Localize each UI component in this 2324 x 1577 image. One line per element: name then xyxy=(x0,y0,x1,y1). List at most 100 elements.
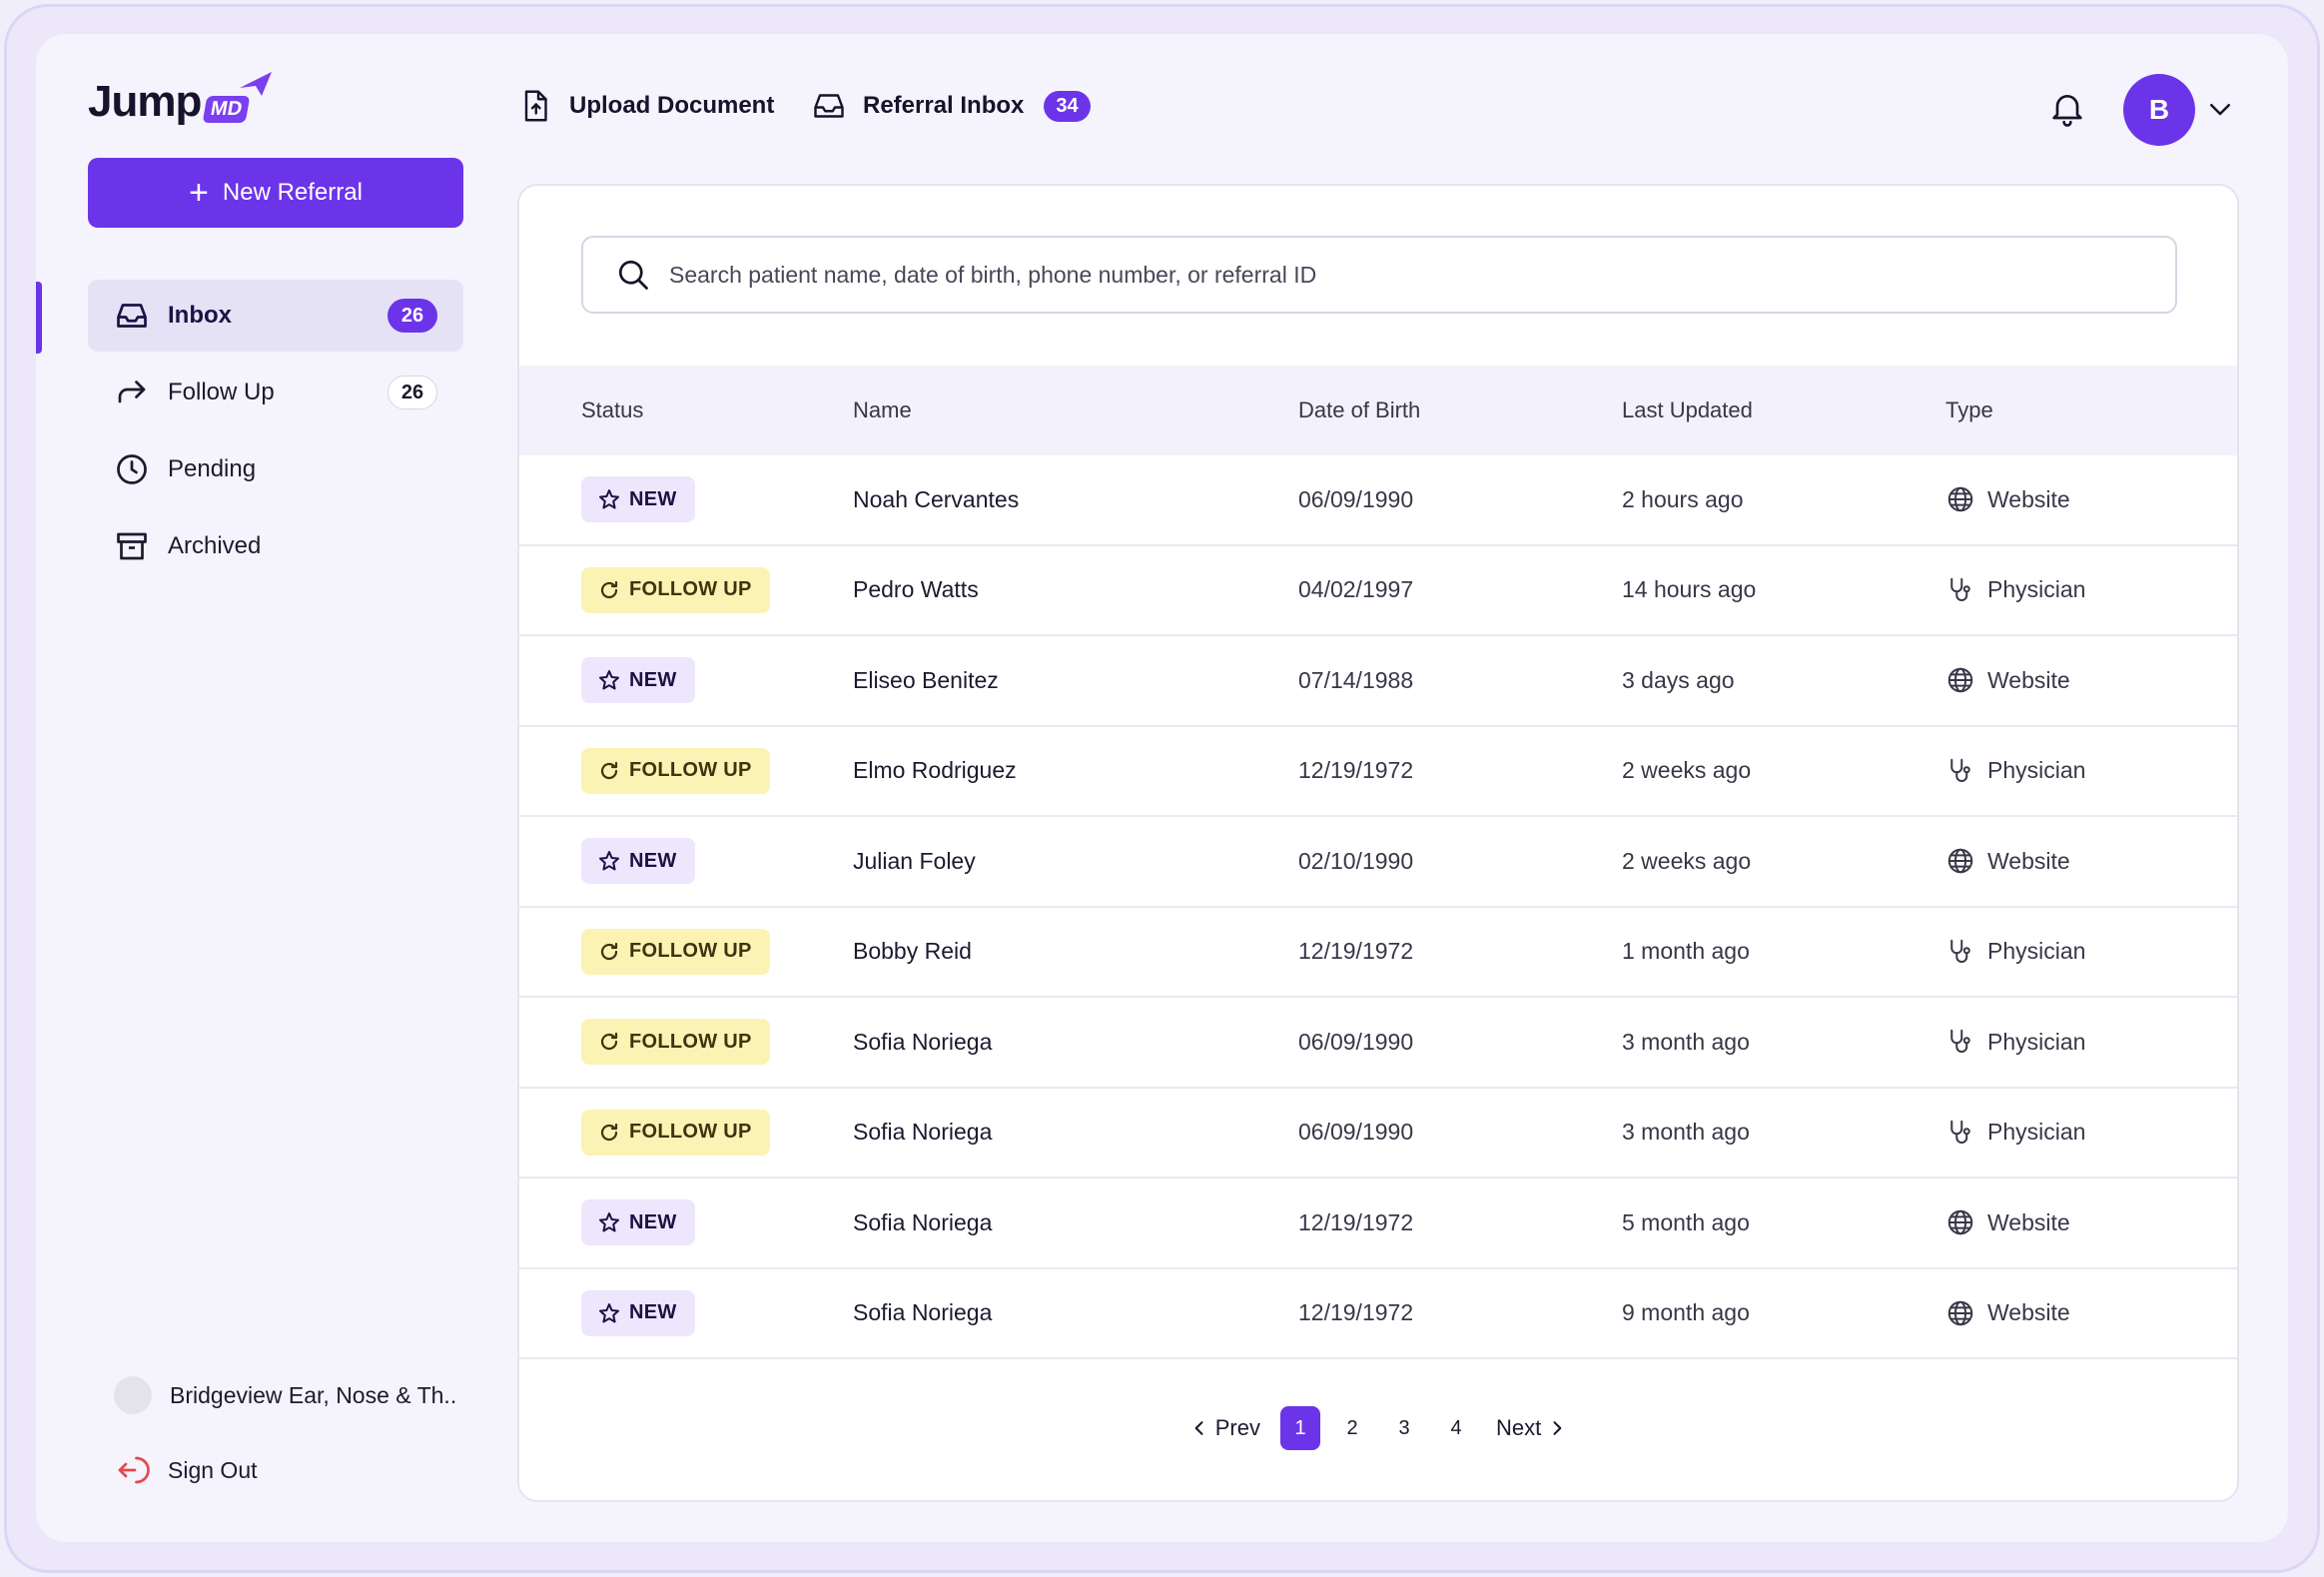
refresh-icon xyxy=(600,942,618,960)
referral-type-label: Website xyxy=(1987,1208,2070,1235)
status-label: NEW xyxy=(629,849,677,872)
date-of-birth: 12/19/1972 xyxy=(1298,757,1414,784)
sign-out-button[interactable]: Sign Out xyxy=(114,1452,258,1488)
refresh-icon xyxy=(600,1123,618,1141)
status-badge: NEW xyxy=(581,1199,695,1246)
star-icon xyxy=(599,1212,619,1232)
referral-inbox-link[interactable]: Referral Inbox 34 xyxy=(811,88,1091,124)
status-badge: FOLLOW UP xyxy=(581,747,770,794)
organization-switcher[interactable]: Bridgeview Ear, Nose & Th.. xyxy=(114,1376,456,1414)
status-label: FOLLOW UP xyxy=(629,1030,752,1053)
sidebar-item-follow-up[interactable]: Follow Up 26 xyxy=(88,357,463,428)
stethoscope-icon xyxy=(1950,577,1970,601)
date-of-birth: 12/19/1972 xyxy=(1298,938,1414,965)
prev-label: Prev xyxy=(1214,1415,1260,1440)
status-label: NEW xyxy=(629,487,677,510)
search-bar[interactable] xyxy=(581,236,2177,314)
upload-document-link[interactable]: Upload Document xyxy=(517,88,774,124)
stethoscope-icon xyxy=(1950,1120,1970,1144)
column-header-last-updated[interactable]: Last Updated xyxy=(1622,397,1753,422)
bell-icon[interactable] xyxy=(2047,86,2087,130)
search-input[interactable] xyxy=(669,261,2175,289)
status-label: NEW xyxy=(629,668,677,691)
refresh-icon xyxy=(600,580,618,598)
status-badge: NEW xyxy=(581,476,695,523)
column-header-type[interactable]: Type xyxy=(1945,397,1993,422)
table-row[interactable]: NEW Julian Foley 02/10/1990 2 weeks ago Webs… xyxy=(519,817,2237,908)
star-icon xyxy=(599,851,619,871)
column-header-status[interactable]: Status xyxy=(581,397,644,422)
date-of-birth: 07/14/1988 xyxy=(1298,666,1414,693)
globe-icon xyxy=(1947,1300,1973,1325)
referral-type: Website xyxy=(1945,1207,2070,1237)
table-row[interactable]: FOLLOW UP Elmo Rodriguez 12/19/1972 2 weeks… xyxy=(519,727,2237,817)
globe-icon xyxy=(1947,1210,1973,1235)
table-row[interactable]: NEW Sofia Noriega 12/19/1972 9 month ago Web… xyxy=(519,1269,2237,1359)
table-row[interactable]: FOLLOW UP Pedro Watts 04/02/1997 14 hours a… xyxy=(519,546,2237,636)
patient-name: Eliseo Benitez xyxy=(853,666,999,693)
next-page-button[interactable]: Next xyxy=(1488,1415,1575,1441)
sidebar-item-label: Inbox xyxy=(168,302,232,329)
logo-word: Jump xyxy=(88,77,202,126)
last-updated: 1 month ago xyxy=(1622,938,1750,965)
status-badge: FOLLOW UP xyxy=(581,1019,770,1066)
refresh-icon xyxy=(600,1033,618,1051)
sidebar-item-pending[interactable]: Pending xyxy=(88,433,463,505)
table-row[interactable]: NEW Eliseo Benitez 07/14/1988 3 days ago Web… xyxy=(519,636,2237,727)
referral-type: Website xyxy=(1945,484,2070,514)
column-header-name[interactable]: Name xyxy=(853,397,912,422)
referral-type-label: Physician xyxy=(1987,938,2086,965)
referral-type: Website xyxy=(1945,846,2070,876)
page-2-button[interactable]: 2 xyxy=(1346,1416,1358,1439)
last-updated: 2 weeks ago xyxy=(1622,757,1752,784)
table-row[interactable]: FOLLOW UP Sofia Noriega 06/09/1990 3 month … xyxy=(519,1089,2237,1179)
status-cell: NEW xyxy=(581,657,695,704)
sidebar-item-archived[interactable]: Archived xyxy=(88,510,463,582)
status-label: NEW xyxy=(629,1210,677,1233)
referral-type: Physician xyxy=(1945,575,2085,605)
user-avatar[interactable]: B xyxy=(2123,74,2195,146)
table-row[interactable]: FOLLOW UP Bobby Reid 12/19/1972 1 month ago… xyxy=(519,908,2237,998)
referral-type-label: Website xyxy=(1987,666,2070,693)
sidebar-item-inbox[interactable]: Inbox 26 xyxy=(88,280,463,352)
stethoscope-icon xyxy=(1950,758,1970,782)
date-of-birth: 12/19/1972 xyxy=(1298,1299,1414,1326)
table-row[interactable]: NEW Noah Cervantes 06/09/1990 2 hours ago We… xyxy=(519,455,2237,546)
prev-page-button[interactable]: Prev xyxy=(1181,1415,1268,1441)
referral-type: Website xyxy=(1945,665,2070,695)
page-4-button[interactable]: 4 xyxy=(1450,1416,1462,1439)
stethoscope-icon xyxy=(1950,939,1970,963)
patient-name: Sofia Noriega xyxy=(853,1028,993,1055)
page-3-button[interactable]: 3 xyxy=(1398,1416,1410,1439)
clock-icon xyxy=(117,454,147,484)
sidebar-item-label: Archived xyxy=(168,532,262,559)
follow-up-count-badge: 26 xyxy=(387,376,437,409)
patient-name: Noah Cervantes xyxy=(853,485,1020,512)
upload-file-icon xyxy=(524,90,547,122)
active-nav-indicator xyxy=(36,282,42,354)
status-label: NEW xyxy=(629,1301,677,1324)
plus-icon: + xyxy=(189,174,209,212)
status-badge: FOLLOW UP xyxy=(581,928,770,975)
date-of-birth: 02/10/1990 xyxy=(1298,847,1414,874)
referral-type-label: Physician xyxy=(1987,1028,2086,1055)
page-1-button[interactable]: 1 xyxy=(1280,1406,1320,1450)
upload-document-label: Upload Document xyxy=(569,92,775,119)
table-row[interactable]: FOLLOW UP Sofia Noriega 06/09/1990 3 month … xyxy=(519,998,2237,1089)
sidebar-item-label: Follow Up xyxy=(168,379,275,405)
chevron-down-icon[interactable] xyxy=(2205,94,2235,124)
logo[interactable]: Jump MD xyxy=(88,70,272,134)
sign-out-label: Sign Out xyxy=(168,1456,258,1483)
table-row[interactable]: NEW Sofia Noriega 12/19/1972 5 month ago Web… xyxy=(519,1179,2237,1269)
status-cell: FOLLOW UP xyxy=(581,1019,770,1066)
referral-inbox-count-badge: 34 xyxy=(1044,90,1091,122)
column-header-dob[interactable]: Date of Birth xyxy=(1298,397,1421,422)
date-of-birth: 06/09/1990 xyxy=(1298,1119,1414,1146)
status-cell: FOLLOW UP xyxy=(581,928,770,975)
inbox-count-badge: 26 xyxy=(387,299,437,333)
new-referral-button[interactable]: + New Referral xyxy=(88,158,463,228)
referral-type: Physician xyxy=(1945,756,2085,786)
org-avatar xyxy=(114,1376,152,1414)
status-badge: NEW xyxy=(581,838,695,885)
last-updated: 3 month ago xyxy=(1622,1119,1750,1146)
